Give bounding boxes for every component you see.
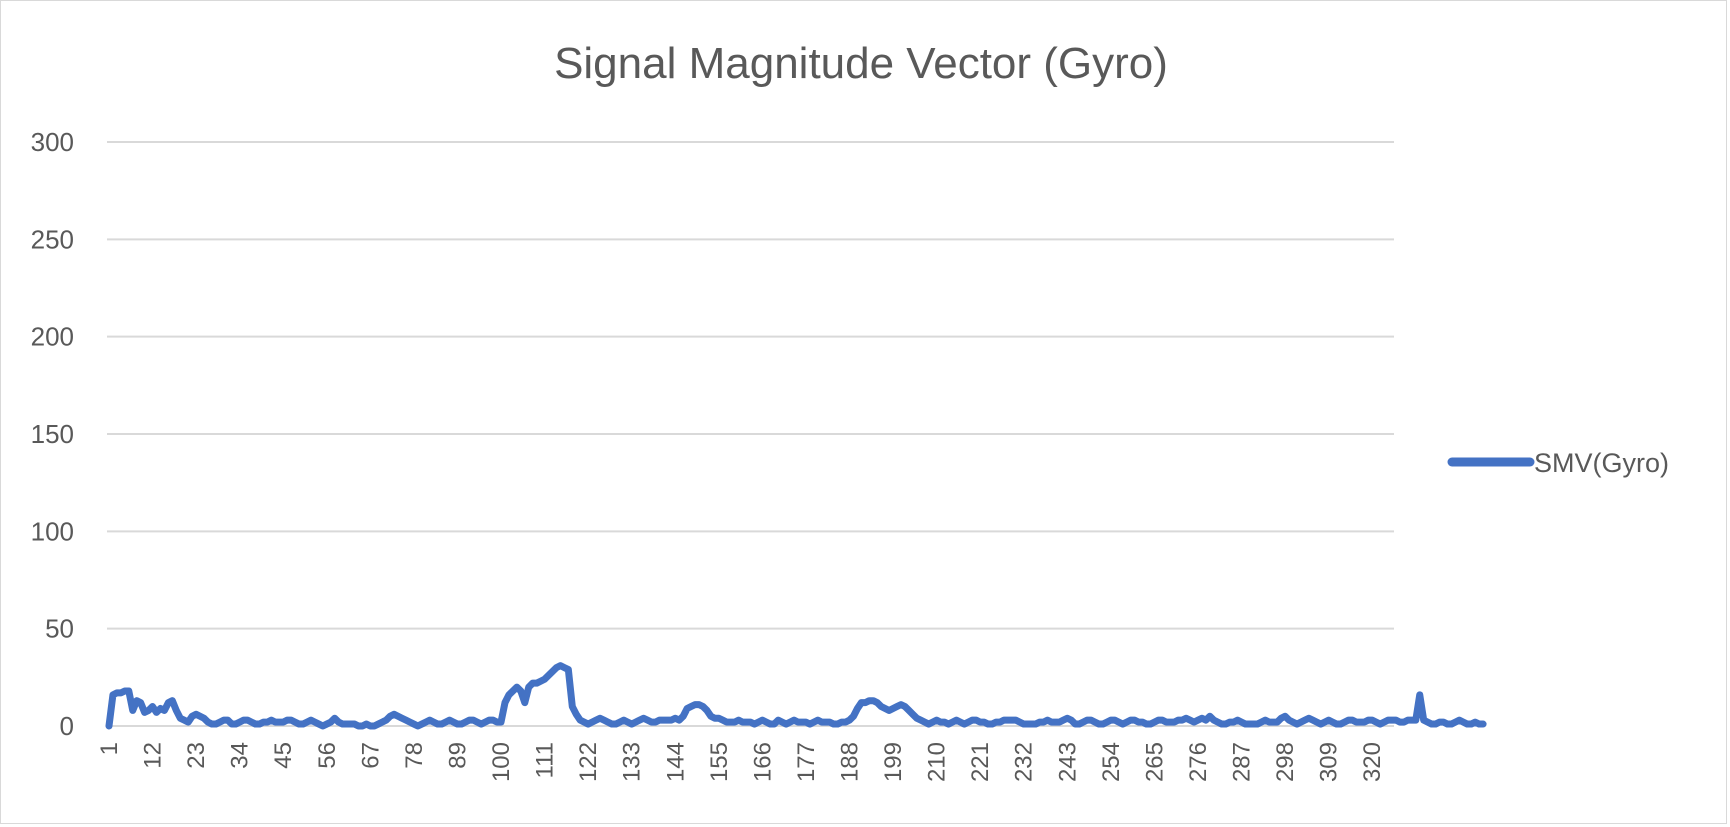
x-tick-label: 166 xyxy=(749,742,776,782)
x-axis-ticks: 1 12 23 34 45 56 67 78 89 100 111 122 133 144 155 166 17… xyxy=(96,742,1386,782)
x-tick-label: 144 xyxy=(662,742,689,782)
x-tick-label: 199 xyxy=(880,742,907,782)
y-tick-label: 200 xyxy=(31,322,74,352)
legend: SMV(Gyro) xyxy=(1447,448,1669,478)
y-tick-label: 300 xyxy=(31,127,74,157)
x-tick-label: 232 xyxy=(1011,742,1038,782)
x-tick-label: 78 xyxy=(401,742,428,769)
x-tick-label: 320 xyxy=(1359,742,1386,782)
y-tick-label: 250 xyxy=(31,224,74,254)
x-tick-label: 221 xyxy=(967,742,994,782)
x-tick-label: 12 xyxy=(140,742,167,769)
x-tick-label: 122 xyxy=(575,742,602,782)
y-tick-label: 0 xyxy=(60,711,74,741)
x-tick-label: 56 xyxy=(314,742,341,769)
y-axis-ticks: 0 50 100 150 200 250 300 xyxy=(31,127,74,741)
y-tick-label: 100 xyxy=(31,516,74,546)
y-tick-label: 150 xyxy=(31,419,74,449)
x-tick-label: 155 xyxy=(706,742,733,782)
x-tick-label: 133 xyxy=(619,742,646,782)
x-tick-label: 177 xyxy=(793,742,820,782)
x-tick-label: 100 xyxy=(488,742,515,782)
gridlines xyxy=(107,141,1394,727)
x-tick-label: 287 xyxy=(1229,742,1256,782)
x-tick-label: 298 xyxy=(1272,742,1299,782)
x-tick-label: 89 xyxy=(444,742,471,769)
x-tick-label: 34 xyxy=(227,742,254,769)
x-tick-label: 254 xyxy=(1098,742,1125,782)
x-tick-label: 23 xyxy=(183,742,210,769)
x-tick-label: 243 xyxy=(1054,742,1081,782)
series-line-smv-gyro xyxy=(105,662,1487,730)
x-tick-label: 276 xyxy=(1185,742,1212,782)
x-tick-label: 188 xyxy=(837,742,864,782)
x-tick-label: 111 xyxy=(532,742,559,778)
chart-title: Signal Magnitude Vector (Gyro) xyxy=(554,39,1168,88)
x-tick-label: 210 xyxy=(924,742,951,782)
series-layer xyxy=(105,662,1487,730)
legend-label-smv-gyro: SMV(Gyro) xyxy=(1534,448,1669,478)
y-tick-label: 50 xyxy=(45,614,74,644)
x-tick-label: 1 xyxy=(96,742,123,755)
x-tick-label: 67 xyxy=(357,742,384,769)
x-tick-label: 309 xyxy=(1316,742,1343,782)
x-tick-label: 265 xyxy=(1141,742,1168,782)
x-tick-label: 45 xyxy=(270,742,297,769)
